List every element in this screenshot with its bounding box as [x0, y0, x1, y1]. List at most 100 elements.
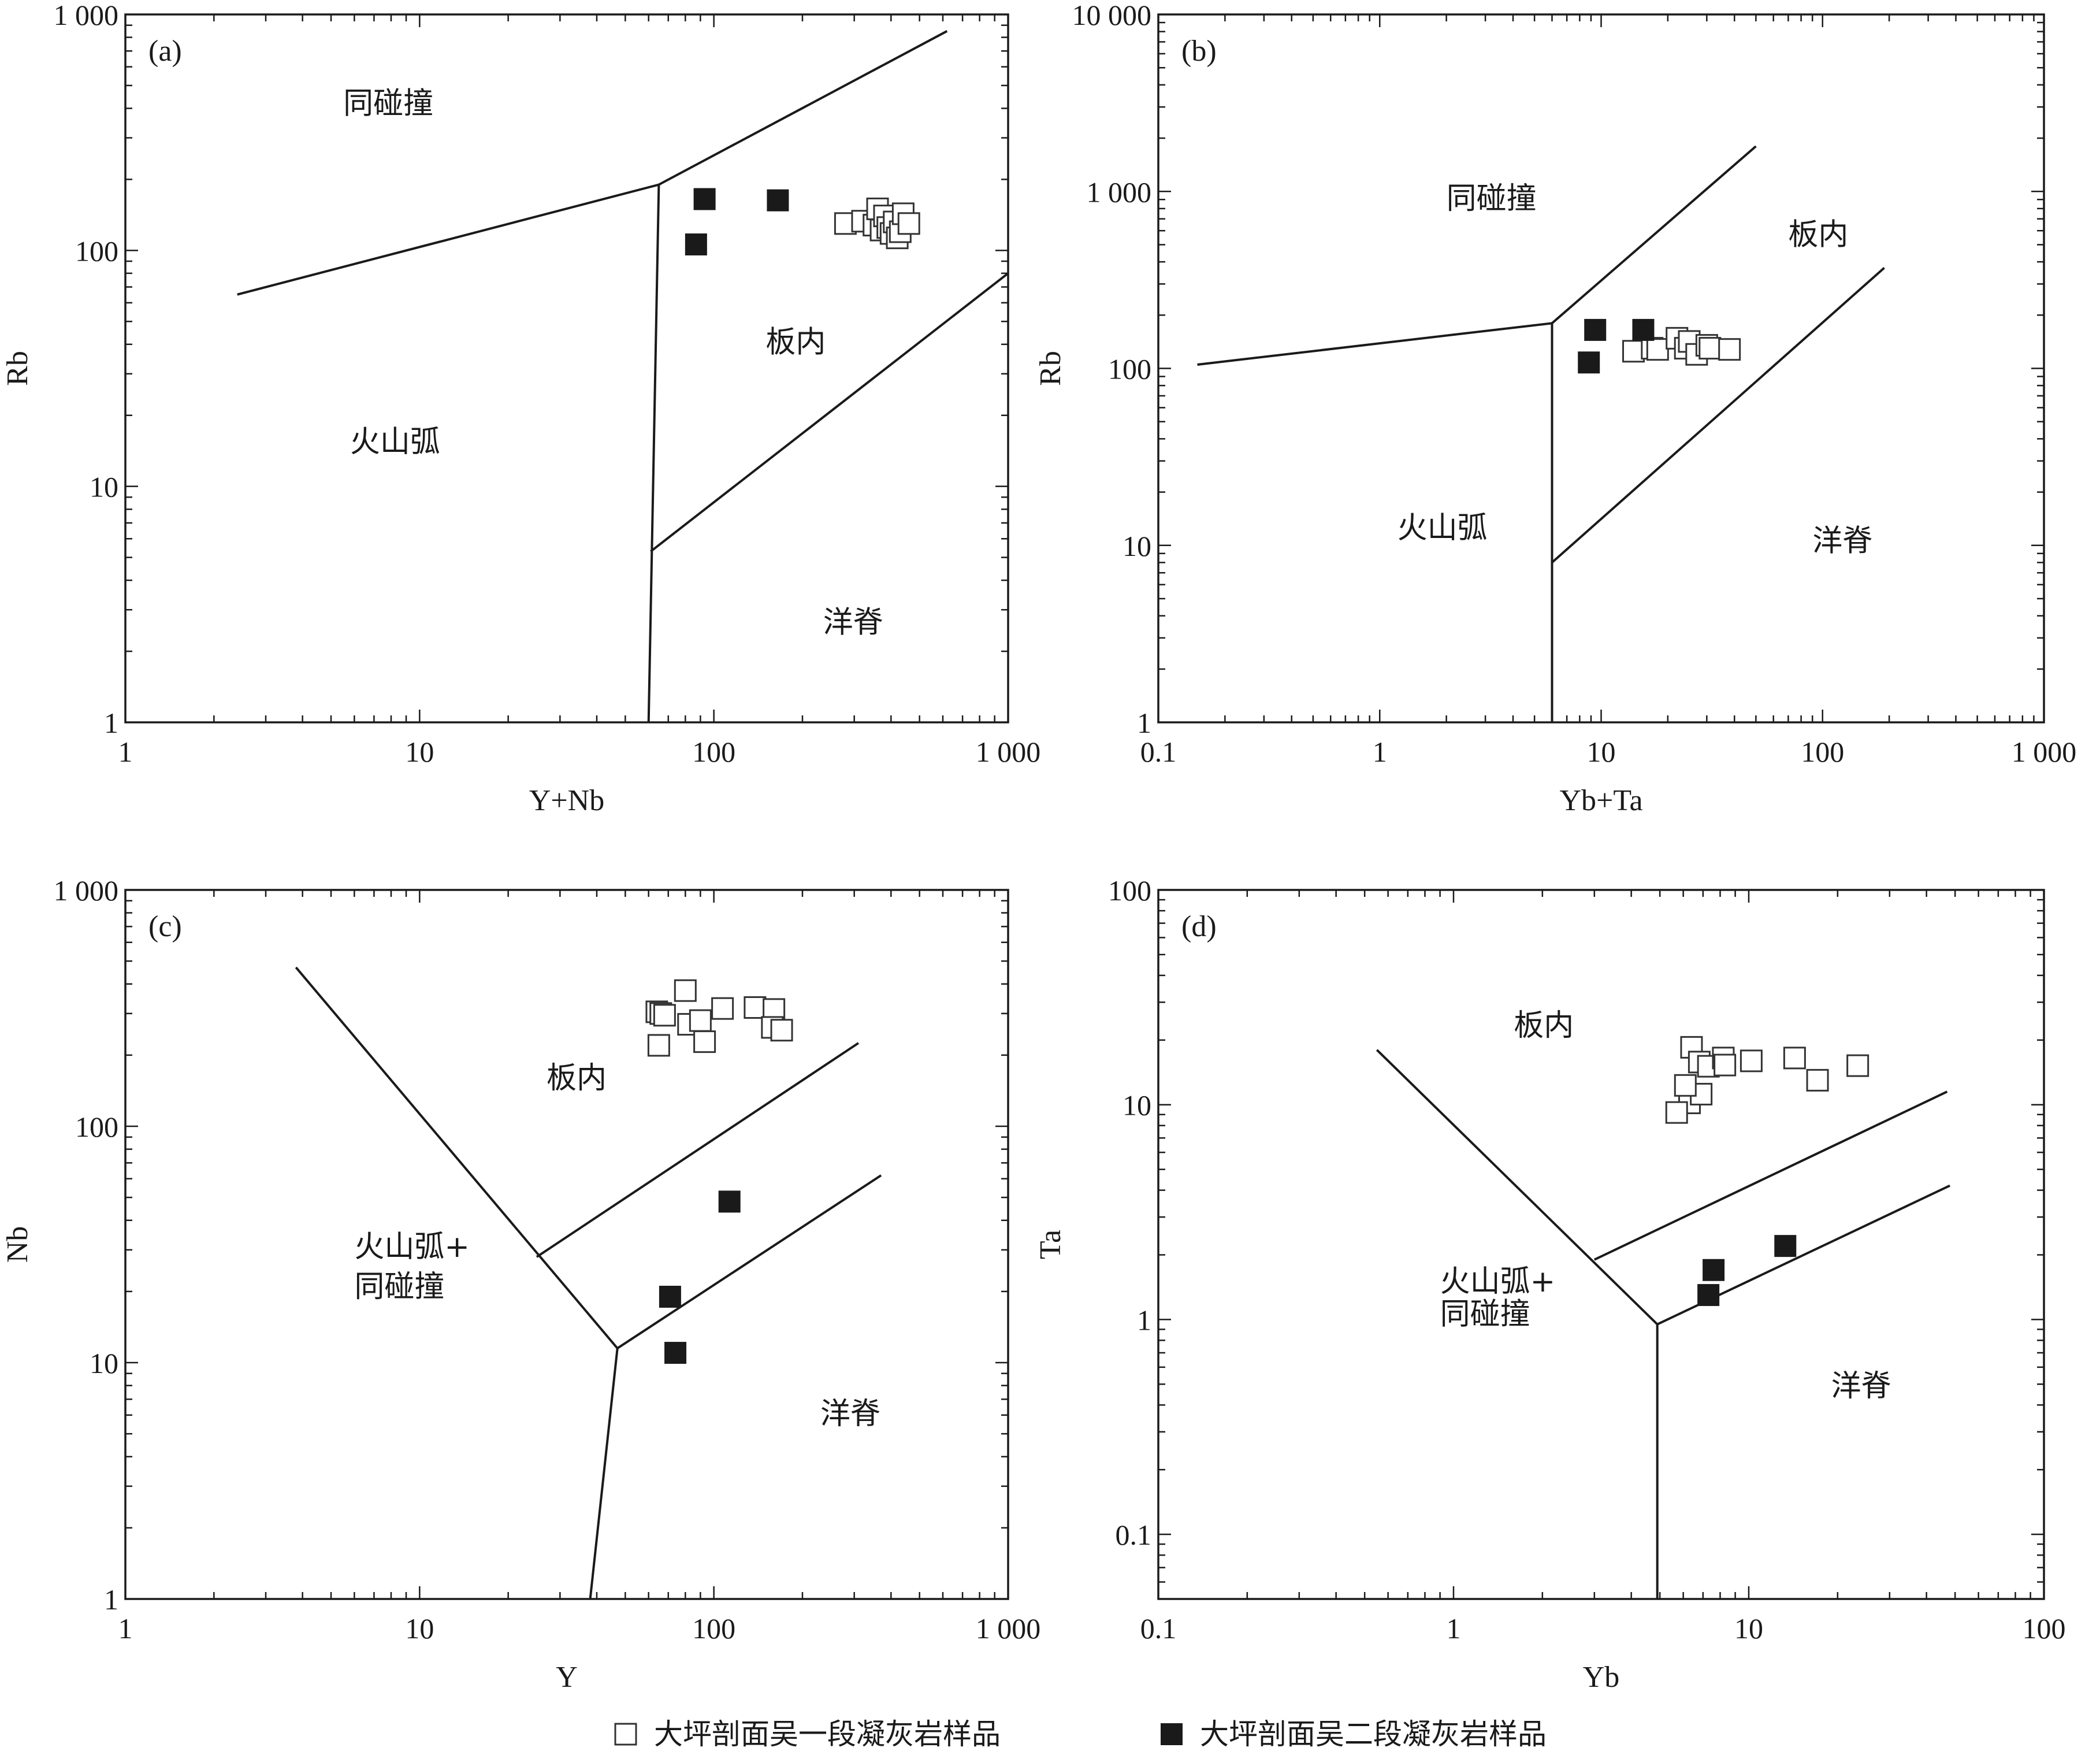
- x-axis-title: Y+Nb: [529, 784, 604, 817]
- y-tick-label: 100: [75, 1111, 118, 1143]
- y-tick-label: 1 000: [54, 0, 119, 31]
- data-point-wu2: [718, 1190, 741, 1213]
- x-tick-label: 1 000: [976, 1612, 1041, 1645]
- x-tick-label: 1 000: [2012, 736, 2077, 768]
- y-tick-label: 1: [104, 1583, 118, 1616]
- field-label: 洋脊: [1831, 1369, 1891, 1404]
- field-label: 火山弧+: [1440, 1264, 1556, 1299]
- field-label: 同碰撞: [1447, 181, 1537, 216]
- y-tick-label: 10: [1123, 1089, 1151, 1122]
- field-label: 火山弧: [1397, 511, 1488, 546]
- legend: 大坪剖面吴一段凝灰岩样品 大坪剖面吴二段凝灰岩样品: [614, 1717, 1547, 1751]
- field-label: 火山弧: [350, 425, 440, 459]
- y-tick-label: 10: [1123, 530, 1151, 562]
- field-boundary-line: [237, 30, 948, 296]
- y-tick-label: 100: [75, 235, 118, 267]
- data-point-wu1: [1714, 1053, 1737, 1077]
- x-tick-label: 0.1: [1140, 736, 1177, 768]
- x-tick-label: 1: [1373, 736, 1387, 768]
- legend-open-square-marker: [614, 1723, 637, 1746]
- field-label: 同碰撞: [343, 87, 433, 121]
- x-axis-title: Yb: [1583, 1661, 1620, 1694]
- data-point-wu2: [1584, 318, 1607, 341]
- y-tick-label: 1: [104, 707, 118, 739]
- legend-series2-label: 大坪剖面吴二段凝灰岩样品: [1200, 1717, 1547, 1751]
- field-label: 火山弧+: [354, 1230, 470, 1264]
- data-point-wu1: [1665, 1101, 1688, 1124]
- data-point-wu1: [1622, 340, 1645, 363]
- plot-frame: [1157, 13, 2045, 723]
- data-point-wu1: [1846, 1054, 1869, 1077]
- field-label: 同碰撞: [354, 1270, 444, 1304]
- field-boundary-line: [536, 1042, 860, 1258]
- data-point-wu1: [1740, 1049, 1763, 1073]
- data-point-wu1: [647, 1034, 670, 1057]
- data-point-wu1: [653, 1004, 676, 1027]
- panel-label: (a): [148, 35, 182, 68]
- field-boundary-line: [650, 272, 1009, 552]
- y-axis-title: Ta: [1034, 1230, 1067, 1259]
- y-tick-label: 1 000: [54, 874, 119, 907]
- data-point-wu2: [659, 1285, 681, 1308]
- y-tick-label: 0.1: [1116, 1519, 1152, 1551]
- plot-frame: [124, 13, 1009, 723]
- x-axis-title: Y: [556, 1661, 578, 1694]
- y-tick-label: 100: [1108, 874, 1151, 907]
- data-point-wu2: [1703, 1259, 1725, 1281]
- data-point-wu2: [685, 233, 707, 256]
- field-boundary-line: [647, 184, 660, 723]
- x-tick-label: 100: [2023, 1612, 2066, 1645]
- y-tick-label: 1: [1137, 1304, 1151, 1336]
- data-point-wu1: [897, 212, 920, 235]
- x-tick-label: 10: [405, 1612, 434, 1645]
- field-label: 板内: [547, 1061, 607, 1096]
- y-axis-title: Nb: [1, 1226, 34, 1263]
- data-point-wu2: [1632, 318, 1655, 341]
- data-point-wu2: [1578, 351, 1600, 374]
- x-tick-label: 1: [118, 736, 133, 768]
- y-axis-title: Rb: [1, 351, 34, 386]
- data-point-wu2: [664, 1342, 687, 1364]
- field-boundary-line: [1593, 1090, 1948, 1261]
- y-axis-title: Rb: [1034, 351, 1067, 386]
- x-tick-label: 0.1: [1140, 1612, 1177, 1645]
- plot-frame: [124, 889, 1009, 1600]
- y-tick-label: 100: [1108, 353, 1151, 385]
- x-tick-label: 10: [405, 736, 434, 768]
- panel-label: (b): [1181, 35, 1217, 68]
- data-point-wu1: [1718, 338, 1741, 361]
- data-point-wu1: [1674, 1074, 1697, 1097]
- chart-panel-a: 1 10 100 1 000 1 10 100 1 000 Y+Nb Rb (a) 同碰撞板内火山弧洋…: [1, 0, 1040, 817]
- data-point-wu1: [1806, 1068, 1829, 1092]
- data-point-wu1: [711, 997, 734, 1020]
- y-tick-label: 10: [90, 471, 118, 503]
- data-point-wu2: [767, 189, 789, 212]
- x-tick-label: 1: [118, 1612, 133, 1645]
- y-tick-label: 10: [90, 1347, 118, 1379]
- data-point-wu2: [1774, 1235, 1797, 1257]
- data-point-wu1: [1783, 1047, 1806, 1070]
- field-label: 洋脊: [823, 606, 883, 640]
- data-point-wu1: [674, 979, 697, 1002]
- panel-label: (d): [1181, 910, 1217, 943]
- y-tick-label: 1: [1137, 707, 1151, 739]
- panel-label: (c): [148, 910, 182, 943]
- plot-frame: [1157, 889, 2045, 1600]
- field-label: 洋脊: [1812, 524, 1872, 558]
- data-point-wu2: [693, 188, 716, 210]
- data-point-wu2: [1697, 1284, 1720, 1307]
- data-point-wu1: [693, 1030, 716, 1053]
- x-tick-label: 1: [1447, 1612, 1461, 1645]
- y-tick-label: 1 000: [1087, 176, 1152, 208]
- field-label: 洋脊: [820, 1397, 880, 1431]
- field-label: 同碰撞: [1440, 1297, 1530, 1332]
- x-tick-label: 100: [692, 1612, 735, 1645]
- x-tick-label: 10: [1734, 1612, 1763, 1645]
- legend-filled-square-marker: [1161, 1723, 1183, 1745]
- field-label: 板内: [765, 325, 826, 360]
- x-tick-label: 10: [1587, 736, 1616, 768]
- data-point-wu1: [770, 1019, 793, 1042]
